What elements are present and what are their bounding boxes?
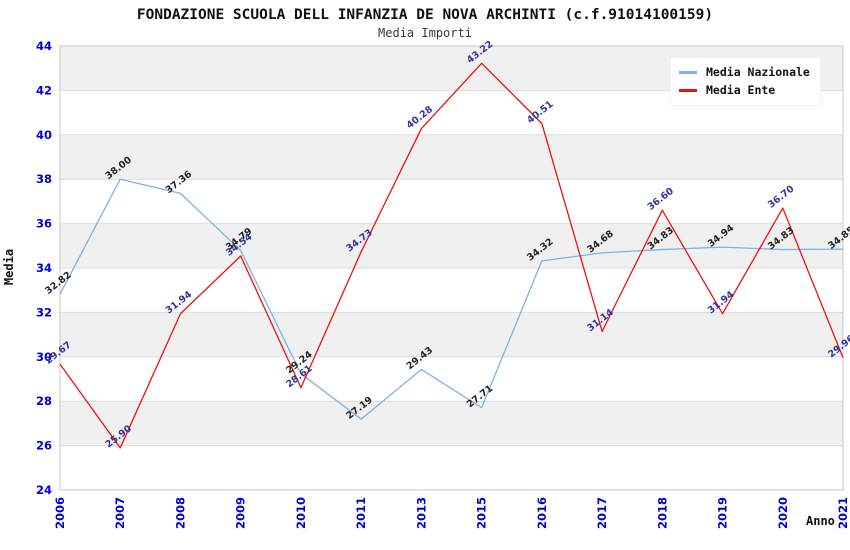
x-tick-label: 2009: [234, 497, 248, 529]
y-tick-label: 38: [36, 172, 52, 186]
x-tick-label: 2018: [655, 497, 669, 529]
x-tick-label: 2019: [716, 497, 730, 529]
plot-band: [60, 179, 843, 224]
plot-band: [60, 312, 843, 357]
x-tick-label: 2015: [475, 497, 489, 529]
chart-subtitle: Media Importi: [378, 26, 472, 40]
y-tick-label: 44: [36, 39, 52, 53]
x-tick-label: 2008: [173, 497, 187, 529]
plot-band: [60, 223, 843, 268]
chart-legend: Media Nazionale Media Ente: [670, 57, 821, 106]
y-tick-label: 28: [36, 394, 52, 408]
x-tick-label: 2013: [414, 497, 428, 529]
x-tick-label: 2017: [595, 497, 609, 529]
y-tick-label: 40: [36, 128, 52, 142]
plot-band: [60, 445, 843, 490]
x-tick-label: 2010: [294, 497, 308, 529]
y-tick-label: 42: [36, 83, 52, 97]
y-tick-label: 24: [36, 483, 52, 497]
legend-label: Media Ente: [706, 83, 776, 97]
y-tick-label: 32: [36, 305, 52, 319]
x-axis-label: Anno: [806, 514, 835, 528]
plot-band: [60, 356, 843, 402]
media-ente-line-swatch: [679, 88, 697, 92]
x-tick-label: 2006: [53, 497, 67, 529]
x-tick-label: 2016: [535, 497, 549, 529]
y-tick-label: 30: [36, 350, 52, 364]
media-nazionale-line-swatch: [679, 70, 697, 74]
plot-band: [60, 134, 843, 180]
chart-title: FONDAZIONE SCUOLA DELL INFANZIA DE NOVA …: [136, 7, 714, 23]
y-tick-label: 34: [36, 261, 52, 275]
series-line-media-nazionale: [59, 178, 844, 420]
y-tick-label: 36: [36, 217, 52, 231]
x-tick-label: 2020: [776, 497, 790, 529]
y-tick-label: 26: [36, 439, 52, 453]
plot-band: [60, 401, 843, 446]
plot-border: [59, 45, 844, 491]
x-tick-label: 2021: [836, 497, 850, 529]
x-tick-label: 2007: [113, 497, 127, 529]
legend-label: Media Nazionale: [706, 65, 810, 79]
legend-item-media-ente: Media Ente: [679, 81, 810, 99]
x-tick-label: 2011: [354, 497, 368, 529]
legend-item-media-nazionale: Media Nazionale: [679, 63, 810, 81]
series-line-media-ente: [59, 62, 844, 449]
